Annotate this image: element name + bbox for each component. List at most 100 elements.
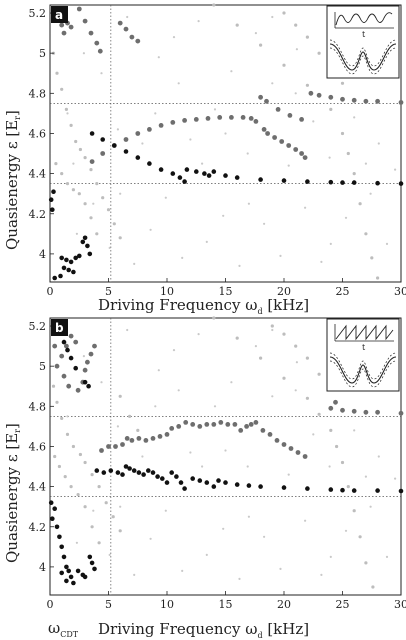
data-point-faint-b-39 [385, 555, 389, 559]
data-point-faint-a-12 [164, 196, 167, 199]
data-point-dark-gray-a-5 [147, 126, 152, 132]
data-point-light-gray-a-31 [112, 222, 116, 226]
data-point-black-b-22 [211, 484, 217, 489]
data-point-black-b-5 [123, 464, 129, 469]
data-point-black-a-7 [170, 171, 176, 176]
data-point-light-gray-a-6 [340, 131, 345, 136]
data-point-black-b-6 [127, 466, 132, 471]
data-point-black-b-52 [89, 560, 95, 566]
data-point-black-b-4 [120, 472, 125, 477]
data-point-light-gray-b-2 [259, 356, 263, 360]
data-point-light-gray-b-34 [63, 475, 67, 479]
data-point-light-gray-b-5 [317, 412, 321, 416]
data-point-faint-b-19 [222, 527, 225, 530]
data-point-black-b-1 [101, 470, 107, 475]
data-point-black-b-50 [82, 574, 88, 580]
y-tick-label-a-1: 4.2 [29, 208, 47, 221]
data-point-black-b-10 [146, 468, 151, 473]
data-point-dark-gray-a-46 [117, 20, 123, 26]
data-point-faint-a-31 [320, 260, 323, 263]
data-point-light-gray-a-39 [89, 216, 93, 220]
data-point-faint-b-15 [189, 451, 192, 454]
data-point-faint-a-11 [157, 56, 160, 59]
data-point-black-b-42 [64, 564, 69, 570]
data-point-dark-gray-a-42 [61, 30, 67, 36]
x-tick-label-b-3: 15 [219, 598, 233, 611]
data-point-black-b-33 [375, 488, 380, 493]
data-point-dark-gray-b-13 [183, 420, 189, 425]
data-point-faint-b-49 [224, 449, 227, 452]
data-point-light-gray-a-10 [364, 232, 368, 236]
data-point-black-b-21 [204, 480, 210, 485]
y-tick-label-b-2: 4.4 [29, 481, 47, 494]
y-tick-label-a-5: 5 [39, 47, 46, 60]
data-point-black-a-6 [158, 167, 164, 172]
data-point-light-gray-a-4 [305, 83, 309, 87]
data-point-dark-gray-a-18 [272, 135, 277, 140]
data-point-faint-b-46 [329, 555, 332, 559]
data-point-black-a-4 [135, 155, 141, 160]
data-point-black-b-9 [141, 472, 146, 477]
inset-frame-a [326, 5, 400, 79]
data-point-black-b-14 [164, 480, 170, 485]
data-point-black-b-35 [48, 500, 54, 506]
data-point-light-gray-a-21 [60, 87, 64, 91]
data-point-faint-a-25 [271, 82, 274, 85]
data-point-black-b-12 [155, 474, 160, 479]
data-point-dark-gray-b-39 [59, 353, 65, 359]
data-point-faint-a-29 [304, 206, 307, 209]
data-point-light-gray-b-36 [76, 493, 80, 497]
data-point-dark-gray-a-41 [97, 48, 103, 54]
data-point-faint-b-5 [108, 553, 111, 557]
data-point-dark-gray-b-28 [281, 442, 287, 447]
data-point-faint-a-14 [181, 256, 184, 259]
data-point-faint-a-18 [213, 108, 217, 111]
data-point-light-gray-b-33 [57, 464, 62, 469]
data-point-faint-a-7 [126, 15, 129, 19]
data-point-light-gray-b-17 [305, 356, 309, 360]
data-point-dark-gray-a-37 [76, 6, 82, 12]
data-point-dark-gray-a-28 [299, 117, 304, 122]
data-point-faint-b-45 [294, 389, 297, 392]
data-point-light-gray-a-5 [329, 107, 333, 111]
data-point-dark-gray-a-0 [89, 159, 95, 165]
data-point-light-gray-a-26 [83, 156, 87, 160]
data-point-dark-gray-b-31 [302, 454, 308, 459]
data-point-faint-b-40 [394, 477, 397, 480]
data-point-faint-b-23 [254, 345, 257, 348]
data-point-faint-b-35 [353, 429, 356, 432]
data-point-dark-gray-b-22 [244, 424, 250, 429]
data-point-light-gray-a-34 [60, 172, 64, 176]
data-point-light-gray-b-38 [90, 525, 94, 529]
y-axis-label-a: Quasienergy ε [Er] [3, 110, 22, 250]
data-point-dark-gray-a-23 [302, 155, 308, 161]
inset-drive-sine-a [335, 12, 393, 26]
data-point-dark-gray-a-17 [265, 131, 270, 136]
inset-potential-upper-a [329, 39, 397, 67]
data-point-dark-gray-b-21 [238, 428, 244, 433]
data-point-black-b-51 [87, 554, 93, 560]
data-point-dark-gray-b-37 [375, 409, 380, 415]
data-point-black-b-28 [281, 485, 287, 490]
data-point-faint-a-22 [246, 152, 249, 155]
data-point-dark-gray-b-5 [129, 438, 135, 443]
data-point-dark-gray-b-48 [85, 359, 90, 365]
data-point-light-gray-b-14 [270, 324, 274, 328]
data-point-black-b-7 [131, 468, 137, 473]
data-point-dark-gray-a-15 [253, 119, 259, 124]
data-point-dark-gray-a-22 [299, 151, 304, 156]
data-point-light-gray-a-3 [282, 63, 286, 67]
data-point-light-gray-a-35 [65, 182, 70, 186]
data-point-black-b-36 [50, 516, 55, 521]
y-tick-label-a-3: 4.6 [29, 127, 47, 140]
data-point-black-a-24 [398, 181, 404, 186]
data-point-dark-gray-a-8 [182, 118, 188, 123]
panel-label-box-b [51, 319, 68, 336]
data-point-faint-a-0 [66, 112, 69, 115]
y-tick-label-b-5: 5 [39, 360, 46, 373]
data-point-black-a-28 [73, 255, 78, 261]
data-point-faint-a-9 [141, 142, 144, 145]
data-point-black-b-15 [169, 470, 174, 475]
data-point-dark-gray-b-33 [333, 399, 338, 405]
